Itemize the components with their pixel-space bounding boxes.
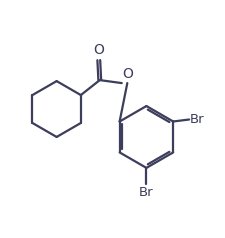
Text: Br: Br	[190, 113, 205, 126]
Text: O: O	[123, 68, 134, 81]
Text: O: O	[93, 43, 104, 57]
Text: Br: Br	[139, 186, 154, 199]
